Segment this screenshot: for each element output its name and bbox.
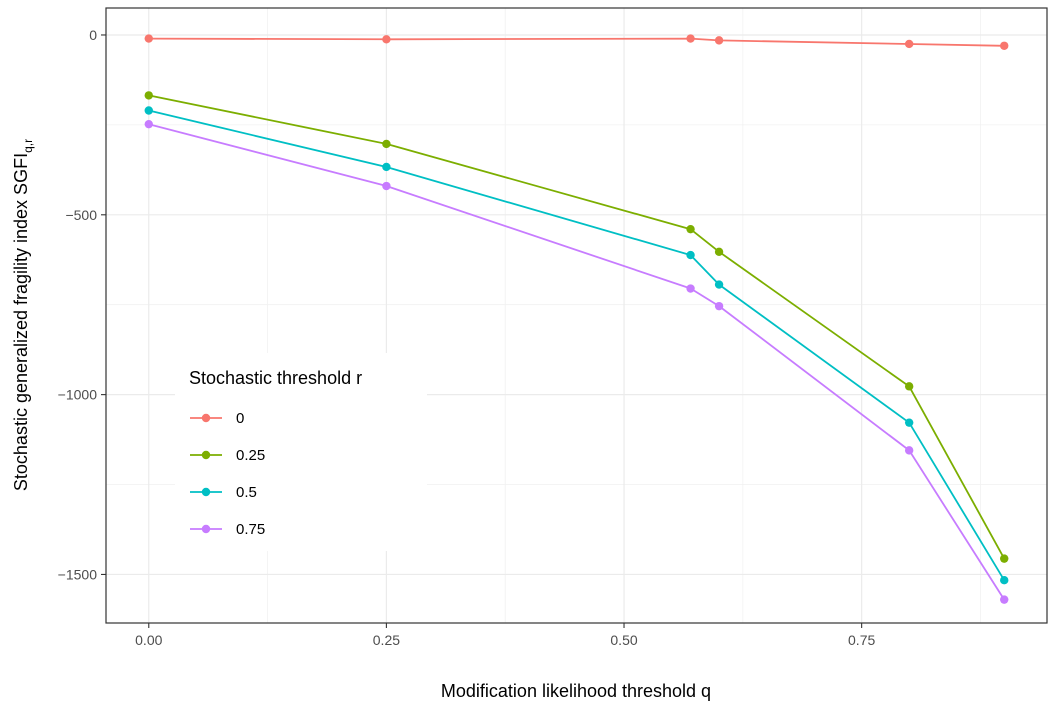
y-axis-title: Stochastic generalized fragility index S… [11,139,35,491]
series-line-0.75 [148,123,1005,601]
data-point-0.75 [686,284,695,293]
data-point-0.5 [714,280,724,289]
series-line-0 [148,37,1005,47]
y-axis: 0 −500 −1000 −1500 [58,27,106,582]
grid-minor [106,8,1047,623]
series-layer [144,34,1009,604]
x-axis-title: Modification likelihood threshold q [441,681,711,701]
data-point-0 [144,34,153,43]
legend-label: 0.25 [236,447,265,464]
data-point-0.75 [382,181,391,191]
y-tick-label: 0 [89,27,97,43]
series-line-0.5 [148,109,1005,581]
y-tick-label: −500 [65,207,97,223]
legend-label: 0 [236,410,244,427]
legend-key-point [201,413,211,423]
x-tick-label: 0.75 [848,632,875,648]
x-tick-label: 0.50 [610,632,637,648]
data-point-0 [904,39,914,49]
x-axis: 0.00 0.25 0.50 0.75 [135,623,875,648]
data-point-0.75 [714,301,724,311]
y-axis-title-main: Stochastic generalized fragility index S… [11,153,31,491]
legend-title: Stochastic threshold r [189,368,362,388]
data-point-0.5 [904,418,914,427]
legend: Stochastic threshold r 0 0.25 0.5 0.75 [175,353,427,551]
legend-items: 0 0.25 0.5 0.75 [190,410,265,538]
legend-label: 0.5 [236,484,257,501]
y-axis-title-subscript: q,r [21,139,35,153]
data-point-0.5 [686,250,695,260]
data-point-0 [382,35,391,44]
x-tick-label: 0.25 [373,632,400,648]
legend-background [175,353,427,551]
data-point-0.5 [382,162,391,172]
legend-label: 0.75 [236,521,265,538]
data-point-0 [714,36,724,45]
data-point-0.75 [1000,595,1009,604]
legend-key-point [201,487,211,497]
y-tick-label: −1000 [58,387,98,403]
data-point-0.75 [904,446,914,455]
panel-border [105,7,1048,624]
x-tick-label: 0.00 [135,632,162,648]
data-point-0.25 [1000,554,1009,563]
data-point-0.25 [904,382,914,391]
data-point-0.25 [382,139,391,149]
y-tick-label: −1500 [58,566,98,582]
data-point-0.25 [144,91,153,100]
data-point-0.5 [1000,576,1009,585]
data-point-0.75 [144,119,153,129]
data-point-0 [1000,41,1009,50]
data-point-0.25 [714,247,724,257]
data-point-0.25 [686,224,695,234]
data-point-0.5 [144,106,153,115]
series-line-0.25 [148,94,1005,560]
data-point-0 [686,34,695,43]
legend-key-point [201,450,211,460]
legend-key-point [201,524,211,534]
